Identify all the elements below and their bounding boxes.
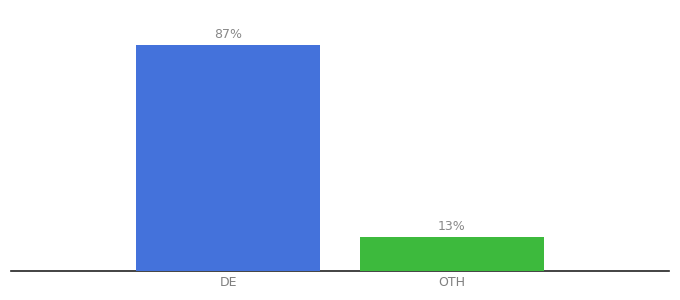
Bar	[136, 45, 320, 271]
Bar	[360, 237, 544, 271]
Text: 87%: 87%	[214, 28, 242, 41]
Text: 13%: 13%	[438, 220, 466, 233]
